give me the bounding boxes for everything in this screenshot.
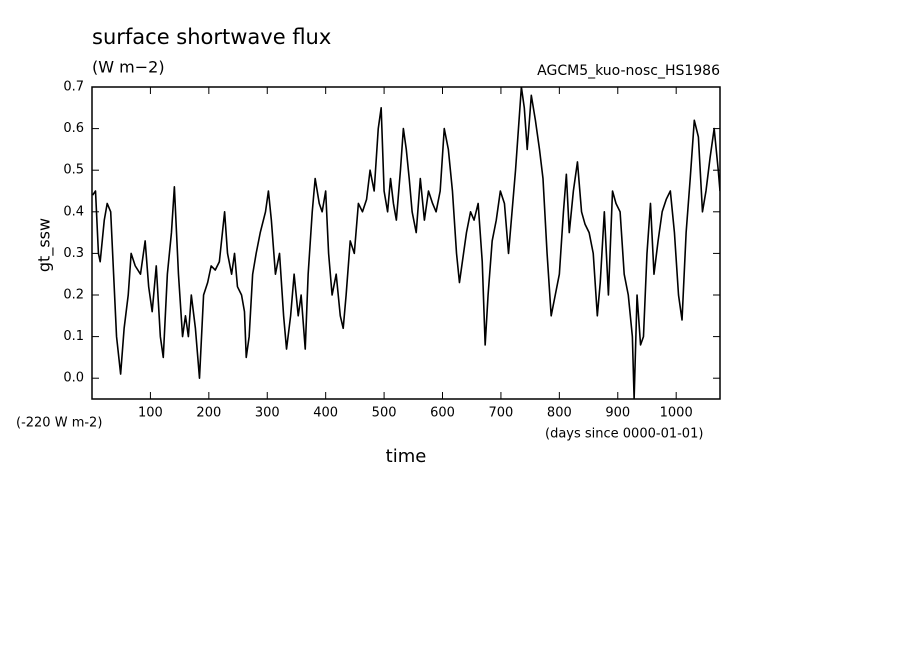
y-tick-label: 0.7 (63, 80, 84, 95)
x-tick-label: 600 (430, 406, 455, 421)
x-tick-label: 300 (255, 406, 280, 421)
x-units: (days since 0000-01-01) (545, 427, 703, 442)
x-tick-label: 800 (547, 406, 572, 421)
y-tick-label: 0.1 (63, 329, 84, 344)
x-tick-label: 400 (313, 406, 338, 421)
x-axis-label: time (386, 446, 427, 467)
chart-subtitle: (W m−2) (92, 58, 165, 77)
y-tick-label: 0.0 (63, 371, 84, 386)
data-line (92, 87, 720, 399)
x-tick-label: 1000 (660, 406, 693, 421)
chart-title: surface shortwave flux (92, 25, 331, 49)
offset-note: (-220 W m-2) (16, 416, 102, 431)
y-tick-label: 0.6 (63, 121, 84, 136)
x-tick-label: 900 (605, 406, 630, 421)
x-tick-label: 700 (489, 406, 514, 421)
y-axis-label: gt_ssw (35, 218, 55, 272)
y-tick-label: 0.3 (63, 246, 84, 261)
x-tick-label: 200 (196, 406, 221, 421)
y-tick-label: 0.2 (63, 288, 84, 303)
y-tick-label: 0.4 (63, 204, 84, 219)
plot-frame (91, 86, 721, 400)
x-tick-label: 100 (138, 406, 163, 421)
x-tick-label: 500 (372, 406, 397, 421)
annotation: AGCM5_kuo-nosc_HS1986 (537, 63, 720, 79)
y-tick-label: 0.5 (63, 163, 84, 178)
